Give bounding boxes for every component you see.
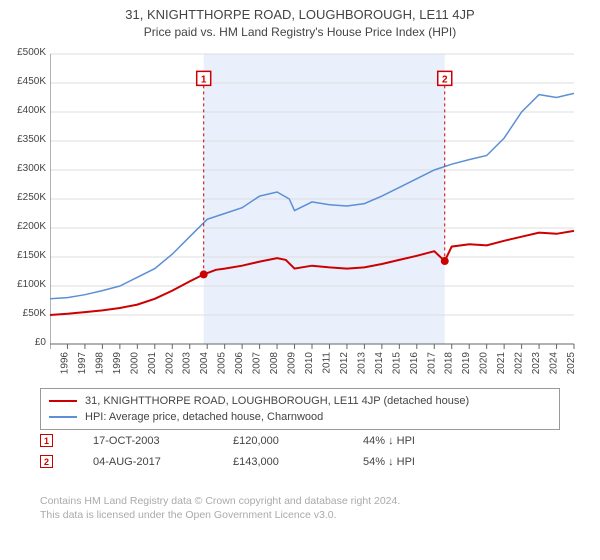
x-tick-label: 2012 [339, 352, 350, 375]
sales-pct: 54% ↓ HPI [363, 456, 415, 468]
x-tick-label: 2011 [321, 352, 332, 374]
x-tick-label: 2019 [461, 352, 472, 375]
y-tick-label: £50K [0, 308, 46, 319]
x-tick-label: 2000 [129, 352, 140, 375]
x-tick-label: 2001 [147, 352, 158, 375]
legend-swatch [49, 400, 77, 402]
x-tick-label: 1996 [59, 352, 70, 375]
x-tick-label: 2020 [479, 352, 490, 375]
marker-point [200, 270, 208, 278]
x-tick-label: 2008 [269, 352, 280, 375]
sales-price: £143,000 [233, 456, 323, 468]
y-tick-label: £300K [0, 163, 46, 174]
x-tick-label: 2002 [164, 352, 175, 375]
legend-label: 31, KNIGHTTHORPE ROAD, LOUGHBOROUGH, LE1… [85, 395, 469, 407]
legend-label: HPI: Average price, detached house, Char… [85, 411, 323, 423]
y-tick-label: £500K [0, 47, 46, 58]
sales-marker: 2 [40, 455, 53, 468]
sales-row: 1 17-OCT-2003 £120,000 44% ↓ HPI [40, 430, 415, 451]
x-tick-label: 2006 [234, 352, 245, 375]
y-tick-label: £450K [0, 76, 46, 87]
y-tick-label: £100K [0, 279, 46, 290]
y-tick-label: £250K [0, 192, 46, 203]
x-tick-label: 2010 [304, 352, 315, 375]
x-tick-label: 2009 [287, 352, 298, 375]
x-tick-label: 2007 [252, 352, 263, 375]
x-tick-label: 2024 [549, 352, 560, 375]
x-tick-label: 1997 [77, 352, 88, 375]
footer-line-1: Contains HM Land Registry data © Crown c… [40, 494, 400, 508]
sales-date: 17-OCT-2003 [93, 435, 193, 447]
y-tick-label: £150K [0, 250, 46, 261]
line-chart: 1995 1996 1997 1998 1999 2000 2001 2002 2003 2004… [50, 48, 580, 378]
x-tick-label: 1999 [112, 352, 123, 375]
x-tick-label: 2014 [374, 352, 385, 375]
sales-row: 2 04-AUG-2017 £143,000 54% ↓ HPI [40, 451, 415, 472]
y-tick-label: £400K [0, 105, 46, 116]
legend-item: 31, KNIGHTTHORPE ROAD, LOUGHBOROUGH, LE1… [49, 393, 551, 409]
marker-label-text: 1 [201, 74, 207, 85]
marker-label-text: 2 [442, 74, 448, 85]
sales-table: 1 17-OCT-2003 £120,000 44% ↓ HPI 2 04-AUG-201… [40, 430, 415, 472]
sales-price: £120,000 [233, 435, 323, 447]
legend-swatch [49, 416, 77, 418]
chart-subtitle: Price paid vs. HM Land Registry's House … [0, 25, 600, 39]
y-tick-label: £0 [0, 337, 46, 348]
x-tick-label: 1995 [50, 352, 53, 375]
x-tick-label: 2018 [444, 352, 455, 375]
x-tick-label: 2021 [496, 352, 507, 375]
y-tick-label: £350K [0, 134, 46, 145]
sales-pct: 44% ↓ HPI [363, 435, 415, 447]
marker-point [441, 257, 449, 265]
legend-item: HPI: Average price, detached house, Char… [49, 409, 551, 425]
sales-marker: 1 [40, 434, 53, 447]
footer-attribution: Contains HM Land Registry data © Crown c… [40, 494, 400, 522]
x-tick-label: 2023 [531, 352, 542, 375]
sales-date: 04-AUG-2017 [93, 456, 193, 468]
x-tick-label: 2015 [391, 352, 402, 375]
y-tick-label: £200K [0, 221, 46, 232]
x-tick-label: 2016 [409, 352, 420, 375]
x-tick-label: 2003 [182, 352, 193, 375]
x-tick-label: 2017 [426, 352, 437, 375]
x-tick-label: 2025 [566, 352, 577, 375]
x-tick-label: 2013 [356, 352, 367, 375]
x-tick-label: 1998 [94, 352, 105, 375]
legend: 31, KNIGHTTHORPE ROAD, LOUGHBOROUGH, LE1… [40, 388, 560, 430]
chart-title: 31, KNIGHTTHORPE ROAD, LOUGHBOROUGH, LE1… [0, 0, 600, 24]
x-tick-label: 2005 [217, 352, 228, 375]
x-tick-label: 2004 [199, 352, 210, 375]
chart-container: 31, KNIGHTTHORPE ROAD, LOUGHBOROUGH, LE1… [0, 0, 600, 560]
footer-line-2: This data is licensed under the Open Gov… [40, 508, 400, 522]
x-tick-label: 2022 [514, 352, 525, 375]
